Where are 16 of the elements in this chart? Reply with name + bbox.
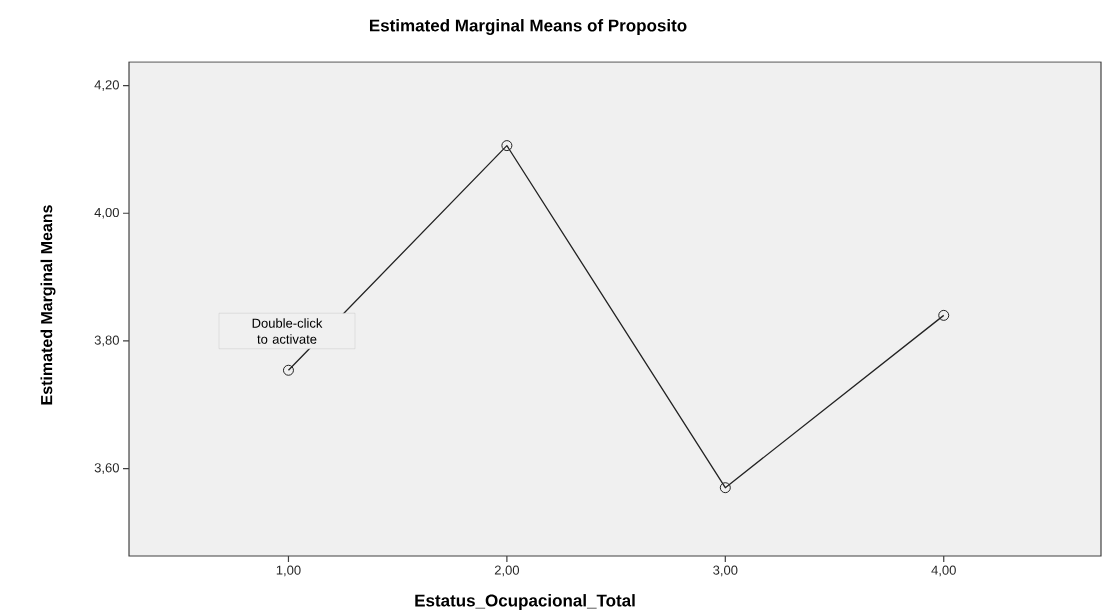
x-tick-label: 1,00 — [276, 565, 301, 577]
y-axis-title: Estimated Marginal Means — [40, 205, 56, 405]
point — [938, 309, 950, 321]
y-tick-label: 3,60 — [94, 463, 119, 474]
y-tick-label: 4,20 — [94, 80, 119, 91]
y-tick-label: 3,80 — [94, 335, 119, 347]
point — [501, 140, 513, 152]
x-axis-title: Estatus_Ocupacional_Total — [415, 594, 635, 610]
x-tick-label: 4,00 — [931, 565, 956, 577]
point — [719, 482, 731, 494]
annotation: Double-click to activate — [252, 318, 323, 344]
point — [282, 364, 294, 376]
chart-title: Estimated Marginal Means of Proposito — [369, 19, 687, 35]
x-tick-label: 2,00 — [494, 565, 520, 577]
y-tick-label: 4,00 — [94, 207, 119, 219]
x-tick-label: 3,00 — [713, 565, 738, 577]
